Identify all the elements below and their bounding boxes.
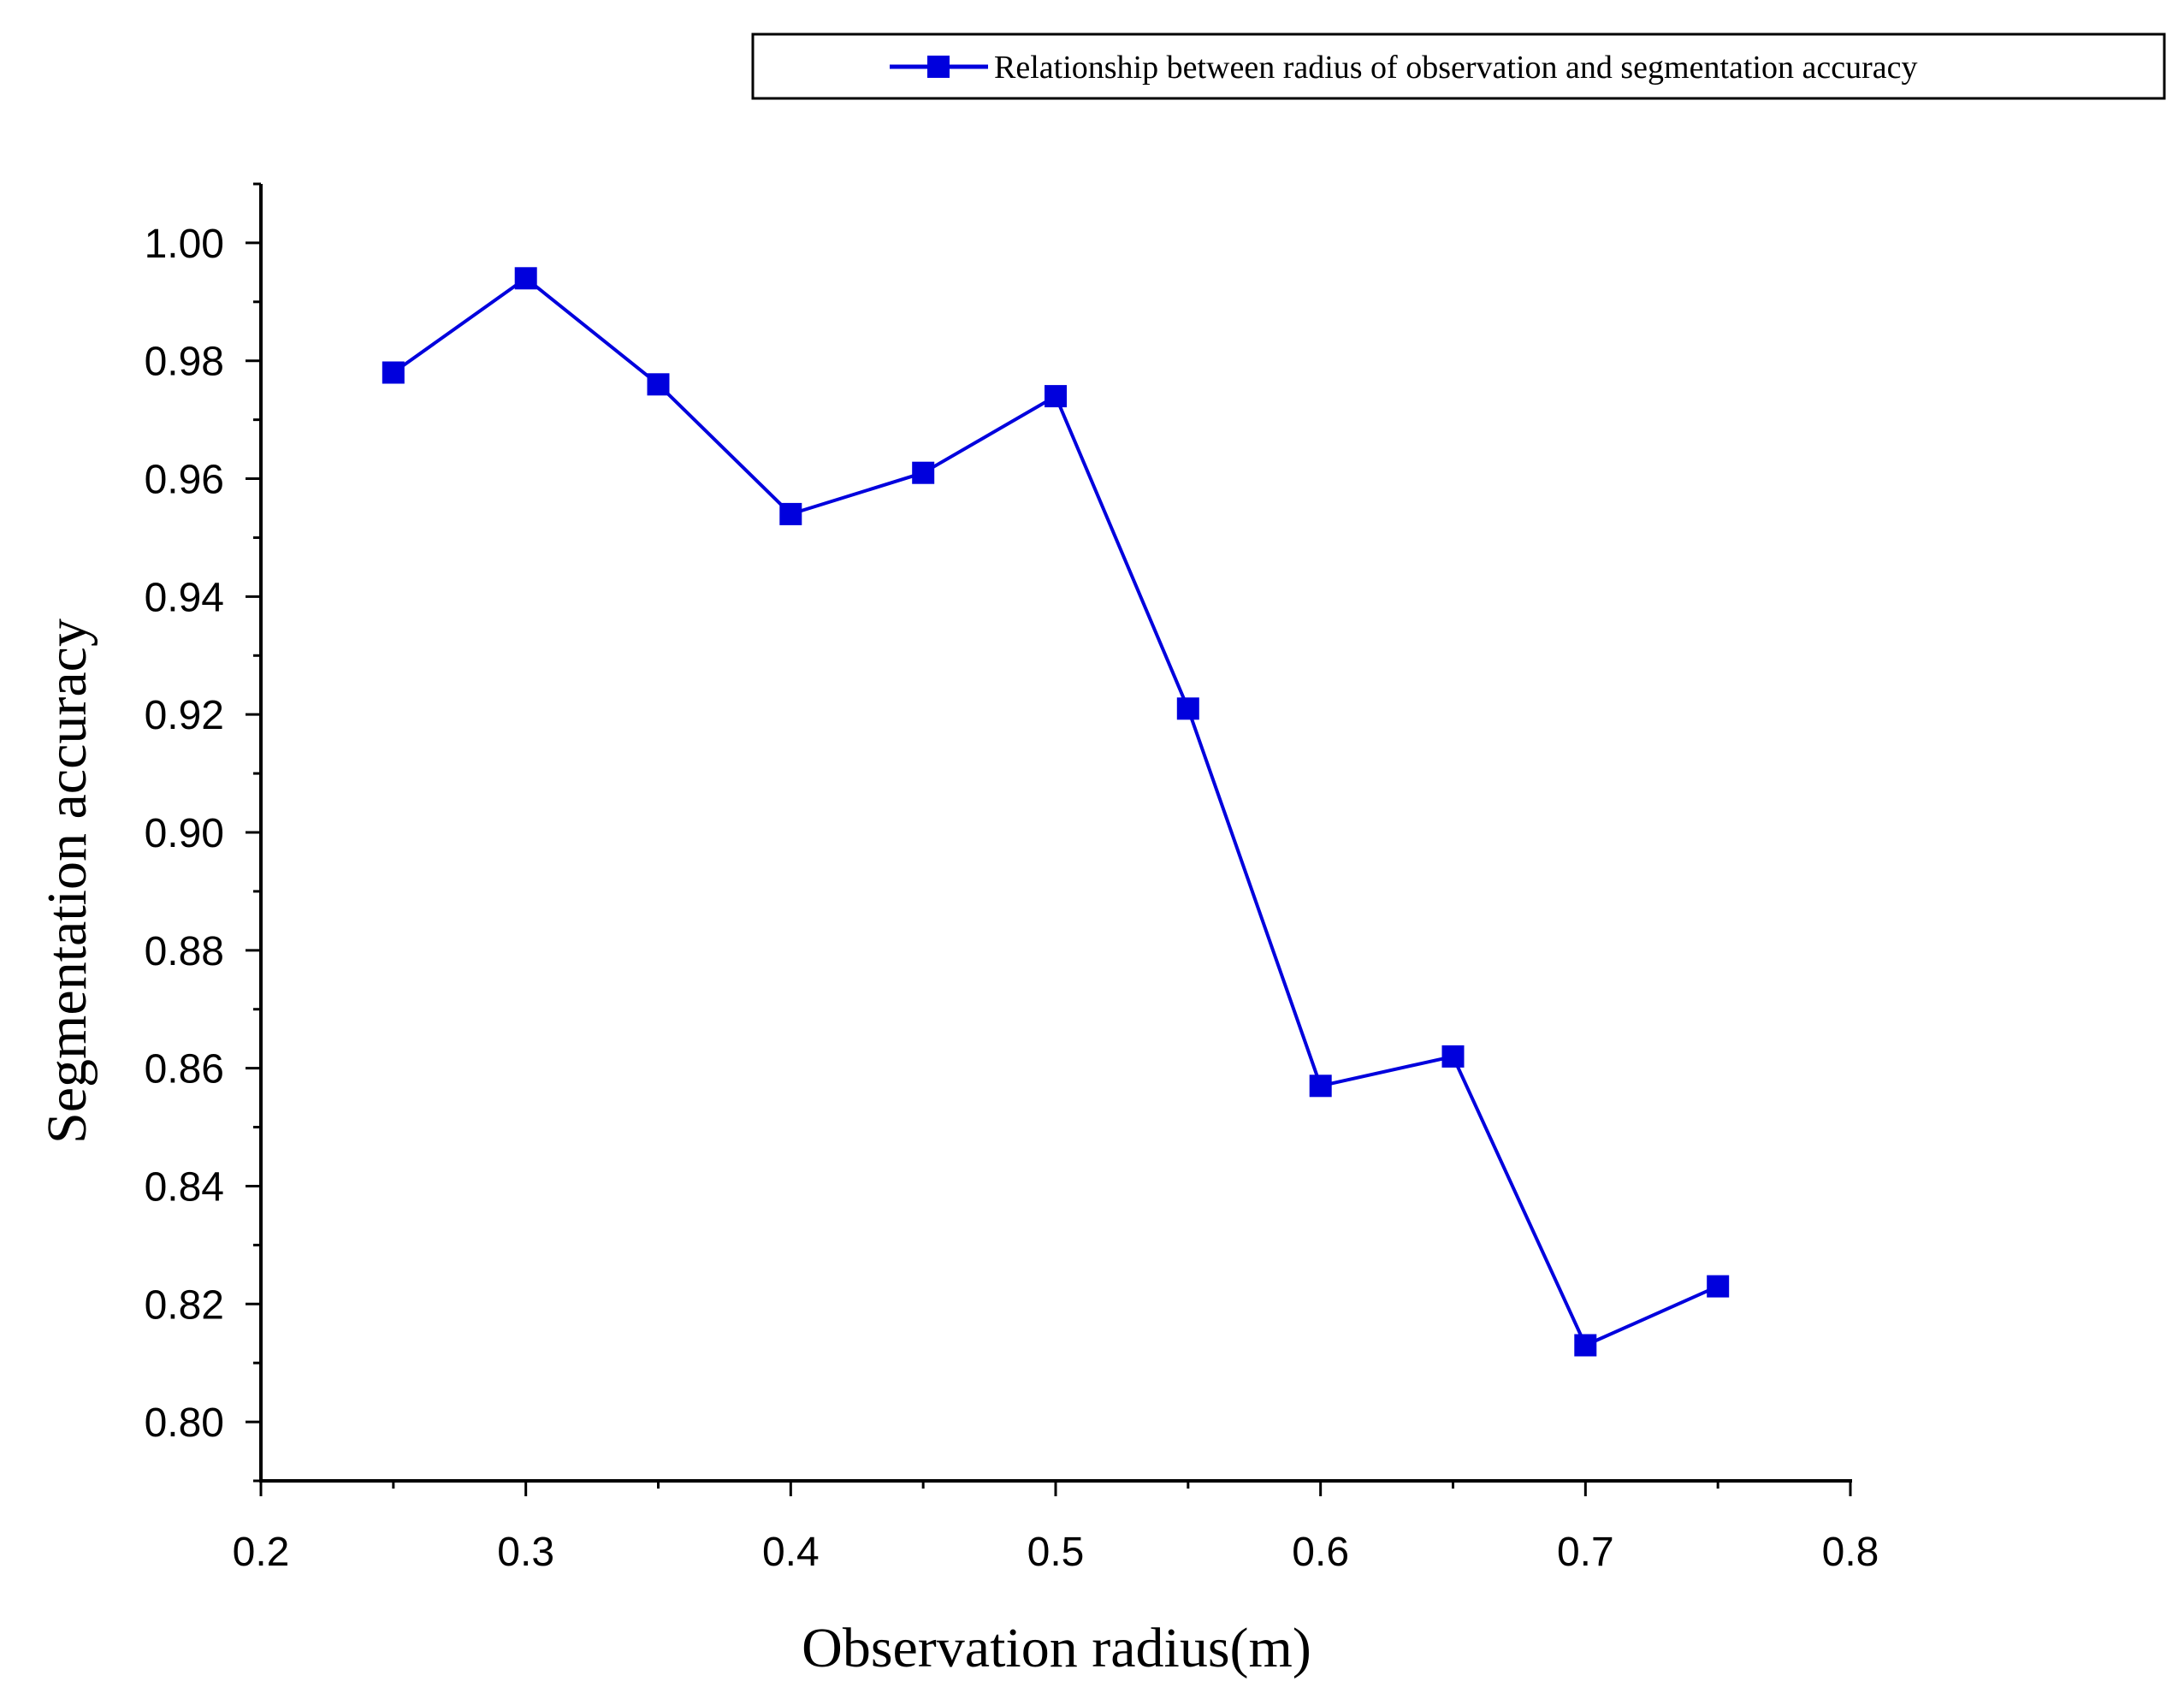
series-line	[392, 276, 1719, 1347]
data-point	[1045, 385, 1067, 408]
y-tick-label: 1.00	[145, 222, 224, 267]
x-ticks	[259, 1481, 1852, 1496]
data-point	[779, 502, 802, 525]
y-ticks	[246, 182, 261, 1483]
y-tick-label: 0.90	[145, 811, 224, 856]
y-tick-label: 0.96	[145, 458, 224, 503]
legend: Relationship between radius of observati…	[751, 33, 2166, 100]
x-tick-label: 0.4	[762, 1530, 820, 1575]
data-point	[647, 373, 670, 396]
x-tick-label: 0.8	[1822, 1530, 1879, 1575]
x-tick-label: 0.6	[1292, 1530, 1349, 1575]
y-tick-label: 0.84	[145, 1164, 224, 1210]
series-layer	[382, 267, 1730, 1357]
legend-label: Relationship between radius of observati…	[994, 50, 1917, 86]
y-tick-label: 0.86	[145, 1047, 224, 1092]
data-point	[1176, 697, 1199, 720]
data-point	[912, 461, 935, 484]
data-point	[1574, 1334, 1597, 1357]
x-axis-title: Observation radius(m)	[802, 1617, 1311, 1679]
data-point	[1309, 1074, 1332, 1098]
axes	[259, 184, 1852, 1483]
x-tick-label: 0.2	[233, 1530, 290, 1575]
y-tick-labels: 0.80 0.82 0.84 0.86 0.88 0.90 0.92 0.94 0.96 0.98…	[145, 222, 224, 1446]
y-tick-label: 0.92	[145, 693, 224, 738]
y-tick-label: 0.82	[145, 1282, 224, 1328]
y-tick-label: 0.98	[145, 340, 224, 385]
x-tick-label: 0.5	[1027, 1530, 1085, 1575]
data-point	[382, 361, 405, 384]
x-tick-label: 0.7	[1557, 1530, 1614, 1575]
x-tick-label: 0.3	[497, 1530, 554, 1575]
x-tick-labels: 0.2 0.3 0.4 0.5 0.6 0.7 0.8	[233, 1530, 1879, 1575]
y-tick-label: 0.88	[145, 929, 224, 974]
y-axis-title: Segmentation accuracy	[36, 619, 98, 1144]
data-point	[514, 267, 537, 290]
data-point	[1707, 1275, 1730, 1298]
y-tick-label: 0.94	[145, 575, 224, 620]
y-tick-label: 0.80	[145, 1400, 224, 1446]
legend-marker	[927, 56, 950, 78]
data-point	[1441, 1045, 1465, 1068]
